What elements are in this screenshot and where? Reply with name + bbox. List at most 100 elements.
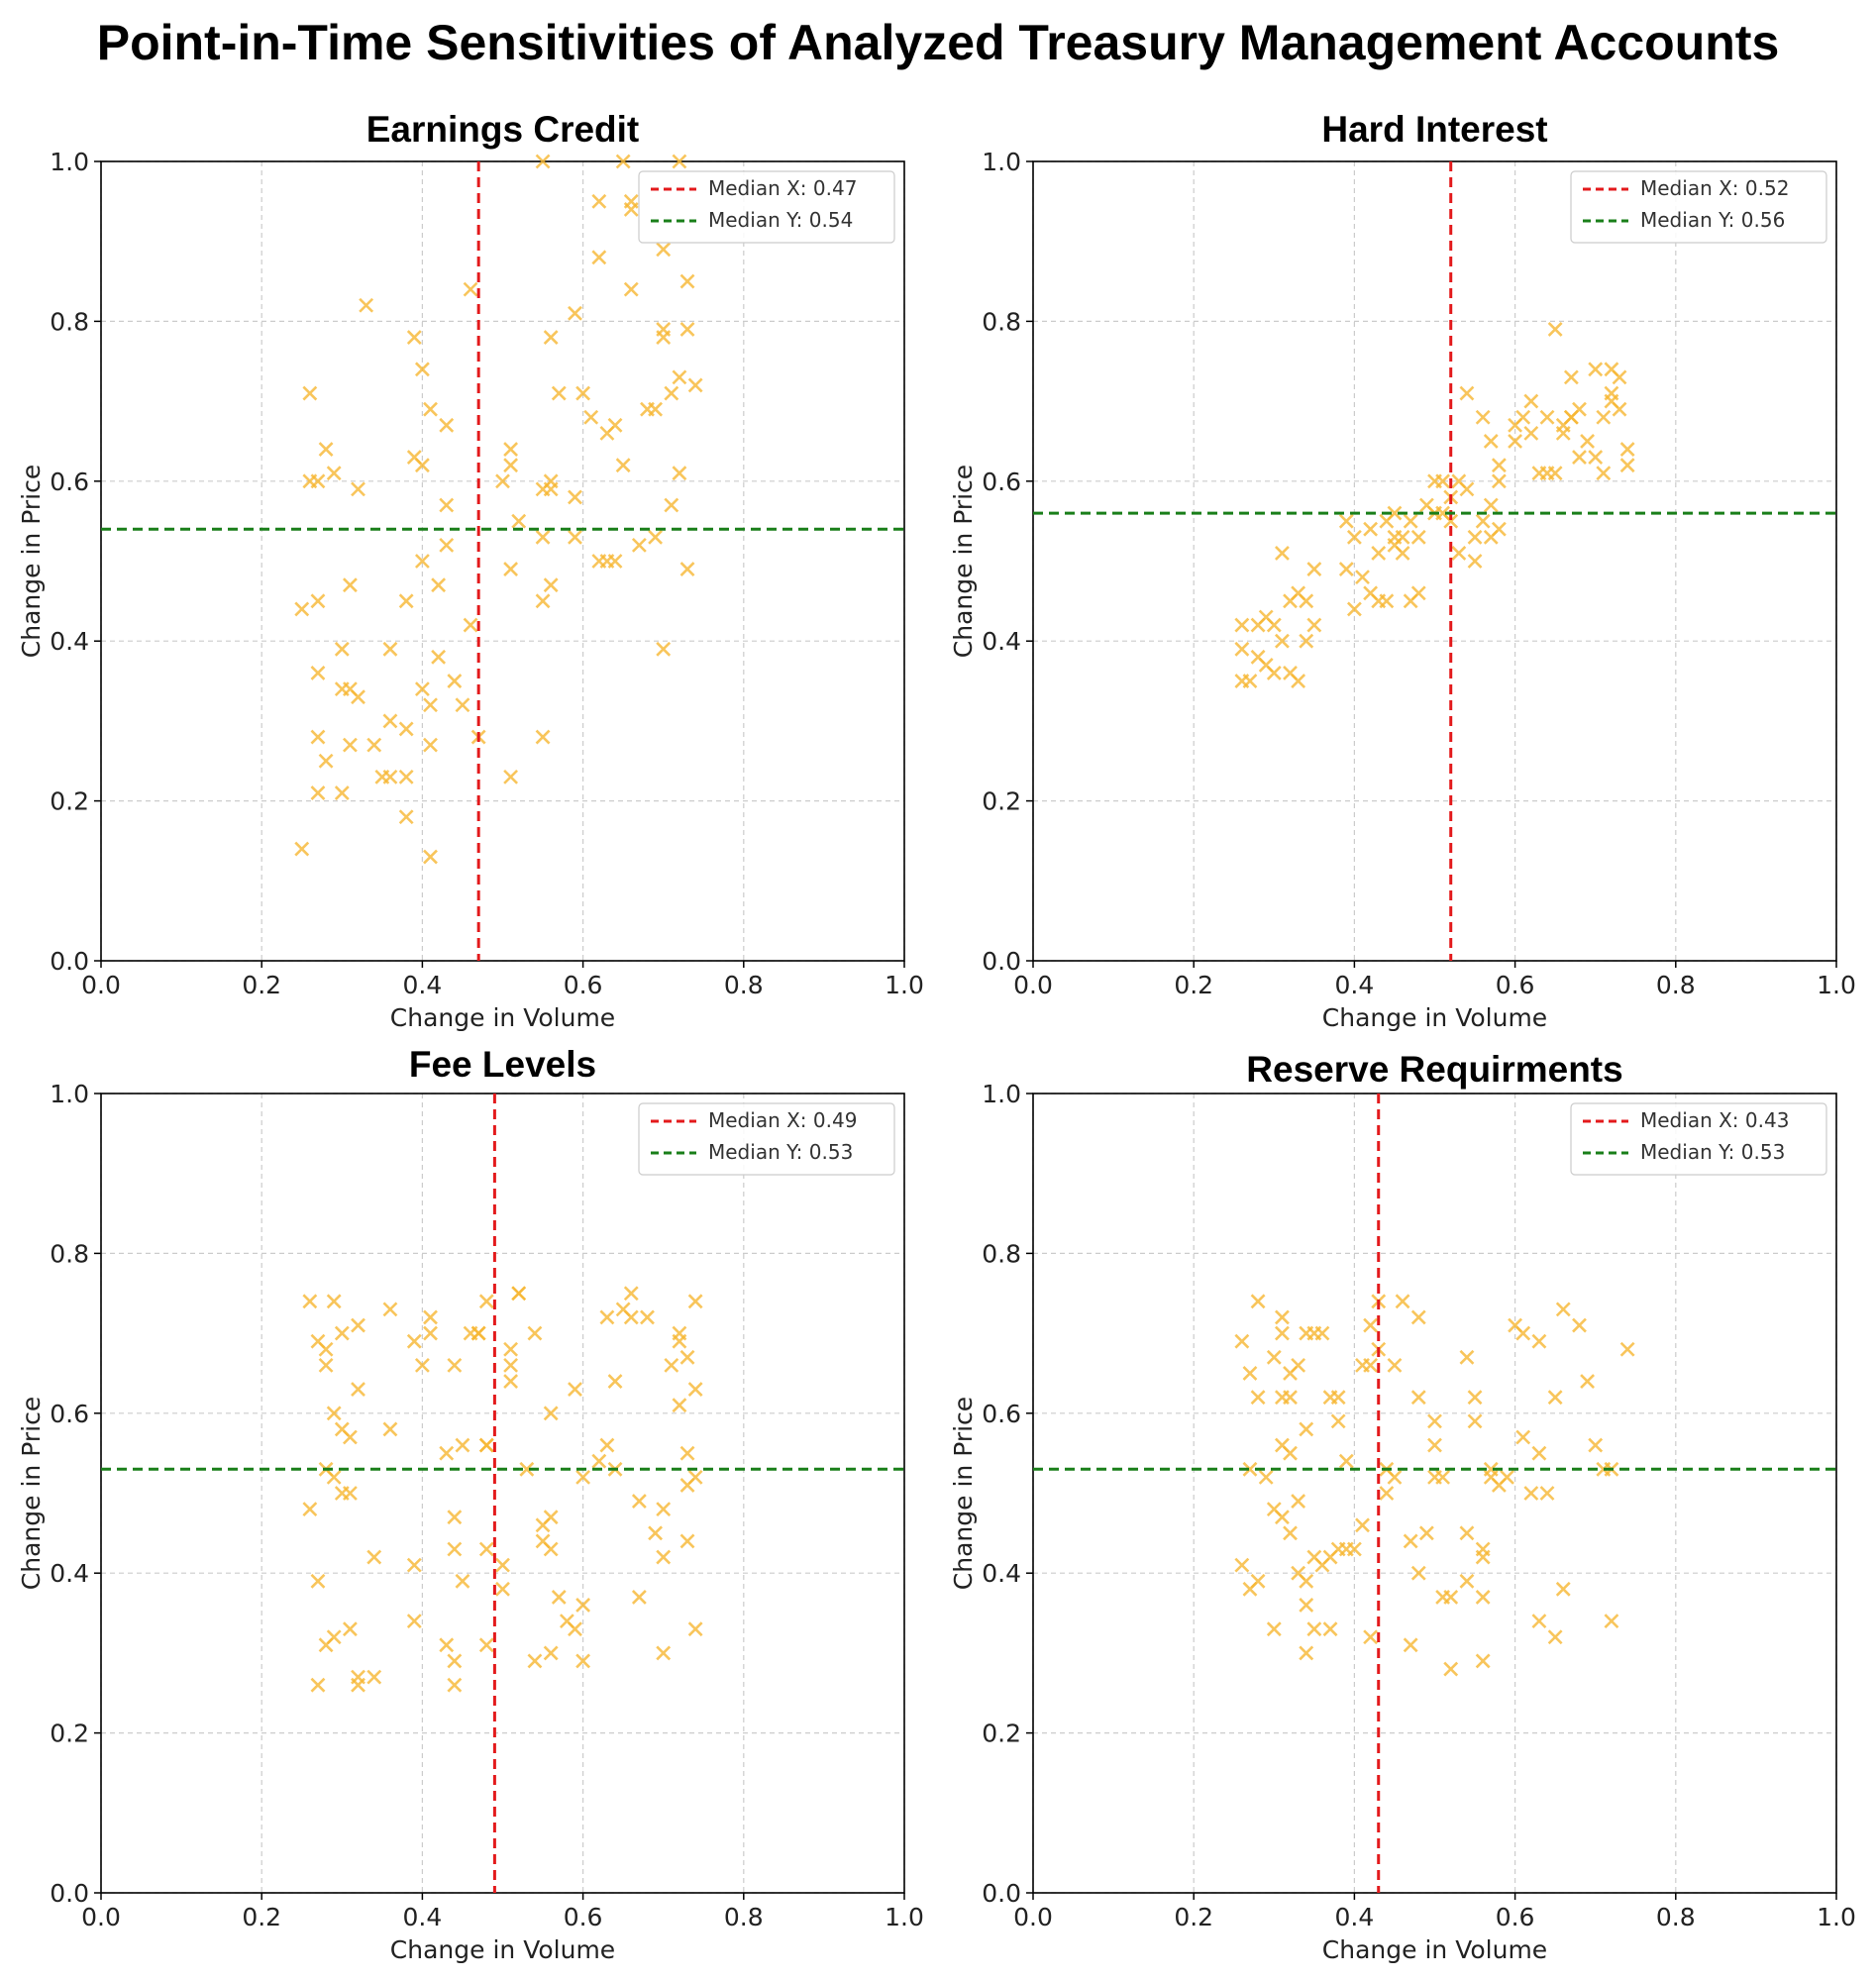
data-point-stroke <box>568 305 582 321</box>
data-point-stroke <box>366 737 382 753</box>
data-point <box>687 1294 703 1309</box>
data-point-stroke <box>414 458 430 473</box>
data-point <box>1291 1357 1306 1373</box>
data-point-stroke <box>1572 401 1587 417</box>
data-point-stroke <box>656 641 672 657</box>
data-point-stroke <box>431 649 447 665</box>
data-point-stroke <box>1427 1437 1442 1453</box>
data-point-stroke <box>1355 1517 1370 1533</box>
data-point <box>334 785 350 800</box>
data-point-stroke <box>414 1357 430 1373</box>
data-point-stroke <box>1387 505 1403 521</box>
data-point-stroke <box>398 769 414 784</box>
data-point-stroke <box>1612 401 1627 417</box>
data-point <box>631 1494 647 1509</box>
data-point-stroke <box>1363 521 1379 537</box>
data-point-stroke <box>1572 450 1587 466</box>
data-point <box>656 1645 672 1661</box>
data-point <box>503 442 519 457</box>
data-point <box>495 1557 510 1573</box>
x-axis-label: Change in Volume <box>390 1003 615 1032</box>
data-point-stroke <box>431 577 447 593</box>
data-point <box>478 1637 494 1653</box>
data-point-stroke <box>679 322 695 337</box>
data-point <box>326 1469 342 1485</box>
x-tick-label: 0.6 <box>1496 971 1535 999</box>
data-point-stroke <box>543 1541 559 1557</box>
data-point-stroke <box>535 1533 551 1549</box>
data-point <box>1234 1333 1250 1349</box>
data-point <box>1306 562 1322 576</box>
legend-label: Median X: 0.52 <box>1640 176 1789 200</box>
data-point <box>447 1541 463 1557</box>
legend: Median X: 0.49 Median Y: 0.53 <box>638 1102 895 1176</box>
data-point-stroke <box>294 841 310 857</box>
data-point-stroke <box>318 753 334 769</box>
data-point-stroke <box>1410 529 1426 545</box>
data-point <box>326 1406 342 1421</box>
data-point-stroke <box>615 154 631 169</box>
data-point <box>478 1437 494 1453</box>
data-point <box>1580 434 1596 449</box>
data-point <box>1274 1309 1290 1325</box>
data-point <box>1467 1413 1483 1429</box>
data-point <box>326 466 342 481</box>
data-point-stroke <box>1274 1510 1290 1525</box>
y-tick-label: 0.0 <box>982 1879 1021 1908</box>
data-point-stroke <box>1266 1349 1282 1365</box>
data-point <box>551 385 567 401</box>
data-point <box>648 1525 664 1541</box>
data-point-stroke <box>1523 393 1539 409</box>
data-point-stroke <box>1363 1629 1379 1645</box>
data-point <box>406 1333 422 1349</box>
data-point-stroke <box>342 577 358 593</box>
data-point-stroke <box>1418 497 1434 513</box>
data-point <box>1547 1629 1563 1645</box>
data-point-stroke <box>423 737 438 753</box>
data-point-stroke <box>1467 529 1483 545</box>
data-point-stroke <box>318 442 334 457</box>
data-point-stroke <box>623 281 639 297</box>
data-point <box>1371 546 1387 561</box>
data-point <box>1555 1581 1571 1597</box>
data-point-stroke <box>406 1614 422 1629</box>
data-point-stroke <box>583 409 599 425</box>
data-point-stroke <box>1234 1333 1250 1349</box>
data-point-stroke <box>318 1341 334 1357</box>
data-point-stroke <box>351 1382 365 1398</box>
x-tick-label: 0.8 <box>724 1903 764 1931</box>
x-tick-label: 0.6 <box>564 971 603 999</box>
data-point-stroke <box>374 769 390 784</box>
data-point <box>447 1357 463 1373</box>
y-tick-label: 0.2 <box>982 1720 1021 1748</box>
data-point-stroke <box>679 1349 695 1365</box>
data-point-stroke <box>640 1309 655 1325</box>
data-point-stroke <box>447 1541 463 1557</box>
data-point-stroke <box>439 497 455 513</box>
data-point-stroke <box>527 1325 543 1341</box>
data-point <box>447 1653 463 1669</box>
data-point-stroke <box>1515 409 1531 425</box>
data-point-stroke <box>423 849 438 865</box>
y-axis-label: Change in Price <box>17 465 46 658</box>
data-point <box>679 1533 695 1549</box>
data-point <box>463 281 478 297</box>
data-point <box>672 154 687 169</box>
data-point-stroke <box>447 1357 463 1373</box>
legend-box <box>1570 170 1827 244</box>
data-point <box>503 458 519 473</box>
data-point-stroke <box>1443 1661 1459 1677</box>
data-point-stroke <box>1483 434 1499 449</box>
data-point-stroke <box>351 689 365 705</box>
data-point-stroke <box>1250 649 1266 665</box>
data-point-stroke <box>1612 369 1627 385</box>
data-point <box>1266 666 1282 680</box>
data-point <box>1403 1637 1418 1653</box>
data-point <box>1306 617 1322 633</box>
data-point-stroke <box>615 1302 631 1317</box>
x-tick-label: 0.4 <box>403 1903 443 1931</box>
x-tick-label: 0.2 <box>242 1903 281 1931</box>
data-point-stroke <box>1547 466 1563 481</box>
data-point-stroke <box>326 1469 342 1485</box>
data-point-stroke <box>672 1398 687 1413</box>
